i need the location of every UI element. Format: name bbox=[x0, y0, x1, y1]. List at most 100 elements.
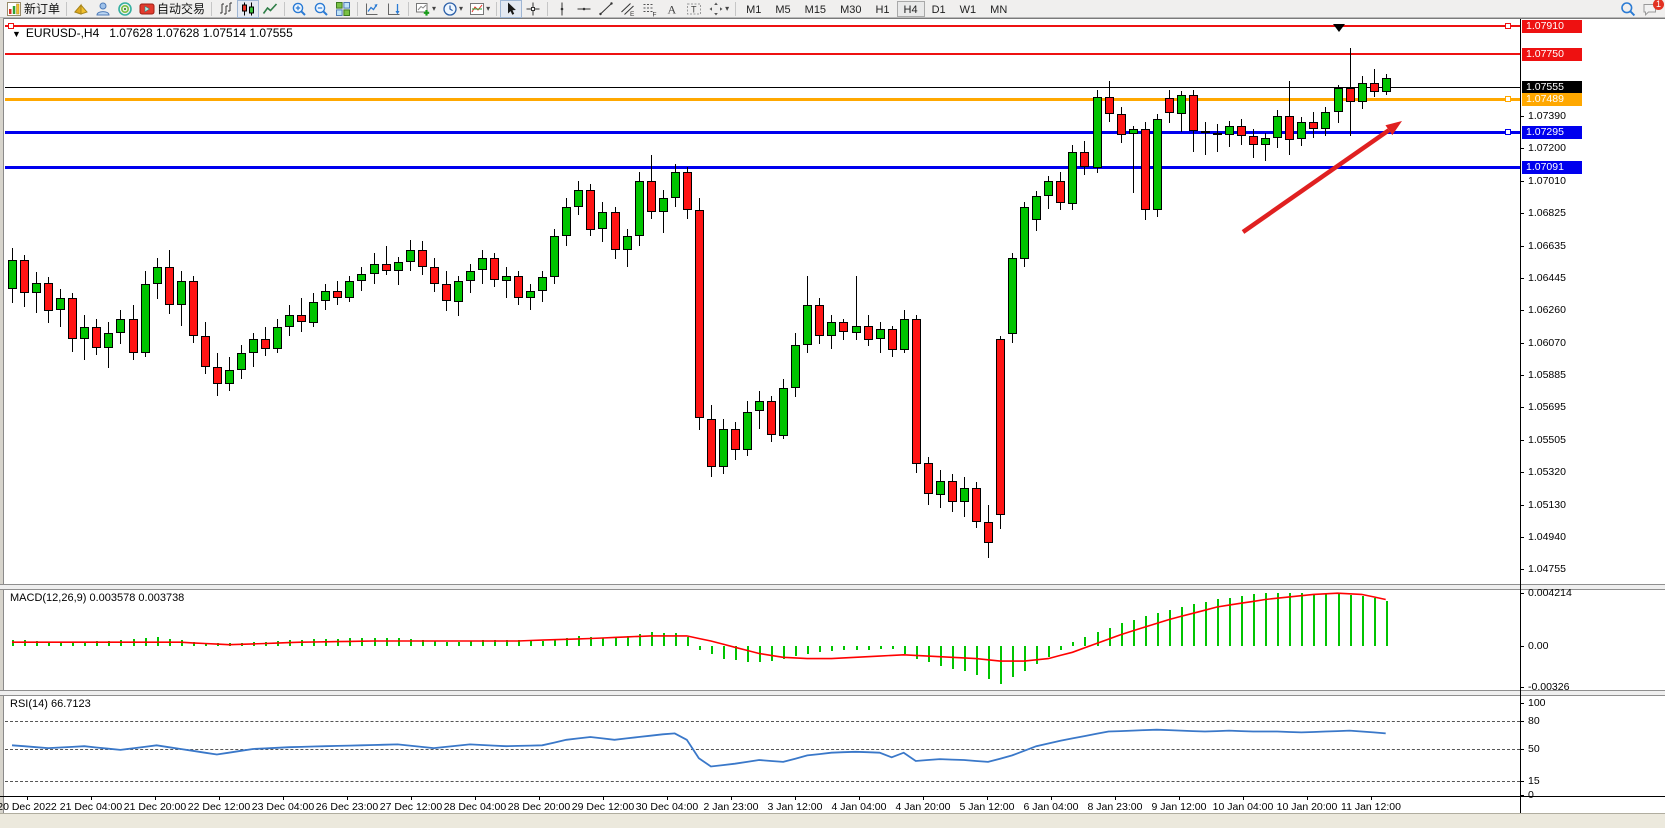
equidistant-channel-tool-button[interactable]: E bbox=[617, 0, 639, 18]
horizontal-level-line[interactable] bbox=[5, 25, 1520, 27]
timeframe-m30-button[interactable]: M30 bbox=[840, 3, 862, 16]
trendline-tool-button[interactable] bbox=[595, 0, 617, 18]
timeframe-h4-button[interactable]: H4 bbox=[896, 0, 925, 17]
panel-divider-rsi[interactable] bbox=[0, 690, 1665, 696]
horizontal-line-tool-button[interactable] bbox=[573, 0, 595, 18]
time-axis-tick bbox=[411, 797, 412, 800]
rsi-level-line bbox=[5, 721, 1520, 722]
macd-histogram-bar bbox=[1157, 613, 1159, 646]
macd-histogram-bar bbox=[1277, 593, 1279, 646]
macd-histogram-bar bbox=[590, 637, 592, 646]
rsi-level-line bbox=[5, 781, 1520, 782]
notifications-button[interactable]: 1 bbox=[1639, 0, 1664, 18]
line-drag-handle[interactable] bbox=[1505, 129, 1511, 135]
current-price-line[interactable] bbox=[5, 87, 1520, 88]
toolbar-separator bbox=[66, 1, 68, 16]
horizontal-level-line[interactable] bbox=[5, 131, 1520, 134]
macd-histogram-bar bbox=[687, 637, 689, 646]
candle-wick bbox=[398, 257, 399, 285]
macd-axis-tick bbox=[1520, 687, 1524, 688]
crosshair-tool-button[interactable] bbox=[522, 0, 544, 18]
time-axis-tick bbox=[1243, 797, 1244, 800]
signals-button[interactable] bbox=[114, 0, 136, 18]
chevron-down-icon[interactable]: ▾ bbox=[725, 4, 730, 13]
toolbar-separator bbox=[211, 1, 213, 16]
timeframe-d1-button[interactable]: D1 bbox=[931, 3, 946, 16]
periods-button[interactable]: ▾ bbox=[439, 0, 466, 18]
macd-histogram-bar bbox=[1193, 604, 1195, 646]
price-axis-label: 1.07200 bbox=[1528, 142, 1566, 154]
timeframe-mn-button[interactable]: MN bbox=[990, 3, 1008, 16]
horizontal-level-line[interactable] bbox=[5, 53, 1520, 55]
data-window-button[interactable] bbox=[92, 0, 114, 18]
templates-icon bbox=[469, 1, 485, 17]
macd-histogram-bar bbox=[169, 639, 171, 646]
timeframe-m15-button[interactable]: M15 bbox=[804, 3, 827, 16]
autotrading-button[interactable]: 自动交易 bbox=[136, 0, 208, 18]
candle bbox=[141, 284, 150, 353]
timeframe-w1-button[interactable]: W1 bbox=[959, 3, 977, 16]
text-label-tool-button[interactable]: T bbox=[683, 0, 705, 18]
auto-scroll-button[interactable] bbox=[361, 0, 383, 18]
timeframe-m5-button[interactable]: M5 bbox=[775, 3, 791, 16]
cursor-tool-button[interactable] bbox=[500, 0, 523, 18]
zoom-in-button[interactable] bbox=[288, 0, 310, 18]
candle bbox=[1153, 119, 1162, 210]
candle bbox=[755, 401, 764, 411]
candle bbox=[1346, 88, 1355, 102]
line-drag-handle[interactable] bbox=[8, 23, 14, 29]
time-axis-tick bbox=[987, 797, 988, 800]
candle bbox=[526, 291, 535, 298]
macd-histogram-bar bbox=[711, 646, 713, 654]
line-drag-handle[interactable] bbox=[1505, 96, 1511, 102]
price-axis-label: 1.07010 bbox=[1528, 175, 1566, 187]
line-drag-handle[interactable] bbox=[1505, 23, 1511, 29]
macd-histogram-bar bbox=[1265, 593, 1267, 646]
candle bbox=[370, 264, 379, 274]
candle bbox=[611, 212, 620, 250]
price-axis-tick bbox=[1520, 148, 1524, 149]
market-watch-button[interactable] bbox=[70, 0, 92, 18]
new-order-button[interactable]: 新订单 bbox=[3, 0, 63, 18]
candle bbox=[249, 339, 258, 353]
new-chart-button[interactable]: ▾ bbox=[412, 0, 439, 18]
candlestick-chart-button[interactable] bbox=[237, 0, 260, 18]
price-level-badge: 1.07910 bbox=[1522, 20, 1582, 33]
macd-histogram-bar bbox=[1084, 637, 1086, 646]
macd-histogram-bar bbox=[60, 642, 62, 646]
symbol-dropdown-icon[interactable]: ▼ bbox=[12, 29, 21, 39]
templates-button[interactable]: ▾ bbox=[466, 0, 493, 18]
text-tool-button[interactable]: A bbox=[661, 0, 683, 18]
tile-windows-button[interactable] bbox=[332, 0, 354, 18]
fibonacci-tool-button[interactable]: F bbox=[639, 0, 661, 18]
candle bbox=[1032, 196, 1041, 220]
timeframe-h1-button[interactable]: H1 bbox=[875, 3, 890, 16]
macd-histogram-bar bbox=[880, 646, 882, 649]
bar-chart-button[interactable] bbox=[215, 0, 237, 18]
vertical-line-tool-button[interactable] bbox=[551, 0, 573, 18]
market-watch-icon bbox=[73, 1, 89, 17]
search-button[interactable] bbox=[1617, 0, 1639, 18]
arrows-tool-button[interactable]: ▾ bbox=[705, 0, 732, 18]
chevron-down-icon[interactable]: ▾ bbox=[432, 4, 437, 13]
candle bbox=[900, 319, 909, 350]
horizontal-level-line[interactable] bbox=[5, 166, 1520, 169]
macd-histogram-bar bbox=[952, 646, 954, 669]
toolbar-separator bbox=[357, 1, 359, 16]
macd-histogram-bar bbox=[120, 640, 122, 646]
macd-axis-tick bbox=[1520, 646, 1524, 647]
svg-text:A: A bbox=[668, 2, 677, 16]
chevron-down-icon[interactable]: ▾ bbox=[459, 4, 464, 13]
line-chart-button[interactable] bbox=[259, 0, 281, 18]
macd-histogram-bar bbox=[422, 640, 424, 646]
panel-divider-macd[interactable] bbox=[0, 584, 1665, 590]
timeframe-m1-button[interactable]: M1 bbox=[746, 3, 762, 16]
zoom-out-button[interactable] bbox=[310, 0, 332, 18]
chart-shift-button[interactable] bbox=[383, 0, 405, 18]
chart-window[interactable]: ▼ EURUSD-,H4 1.07628 1.07628 1.07514 1.075… bbox=[0, 18, 1665, 828]
chevron-down-icon[interactable]: ▾ bbox=[486, 4, 491, 13]
macd-histogram-bar bbox=[819, 646, 821, 652]
candle bbox=[454, 281, 463, 302]
horizontal-level-line[interactable] bbox=[5, 98, 1520, 101]
chart-shift-marker[interactable] bbox=[1333, 24, 1345, 32]
